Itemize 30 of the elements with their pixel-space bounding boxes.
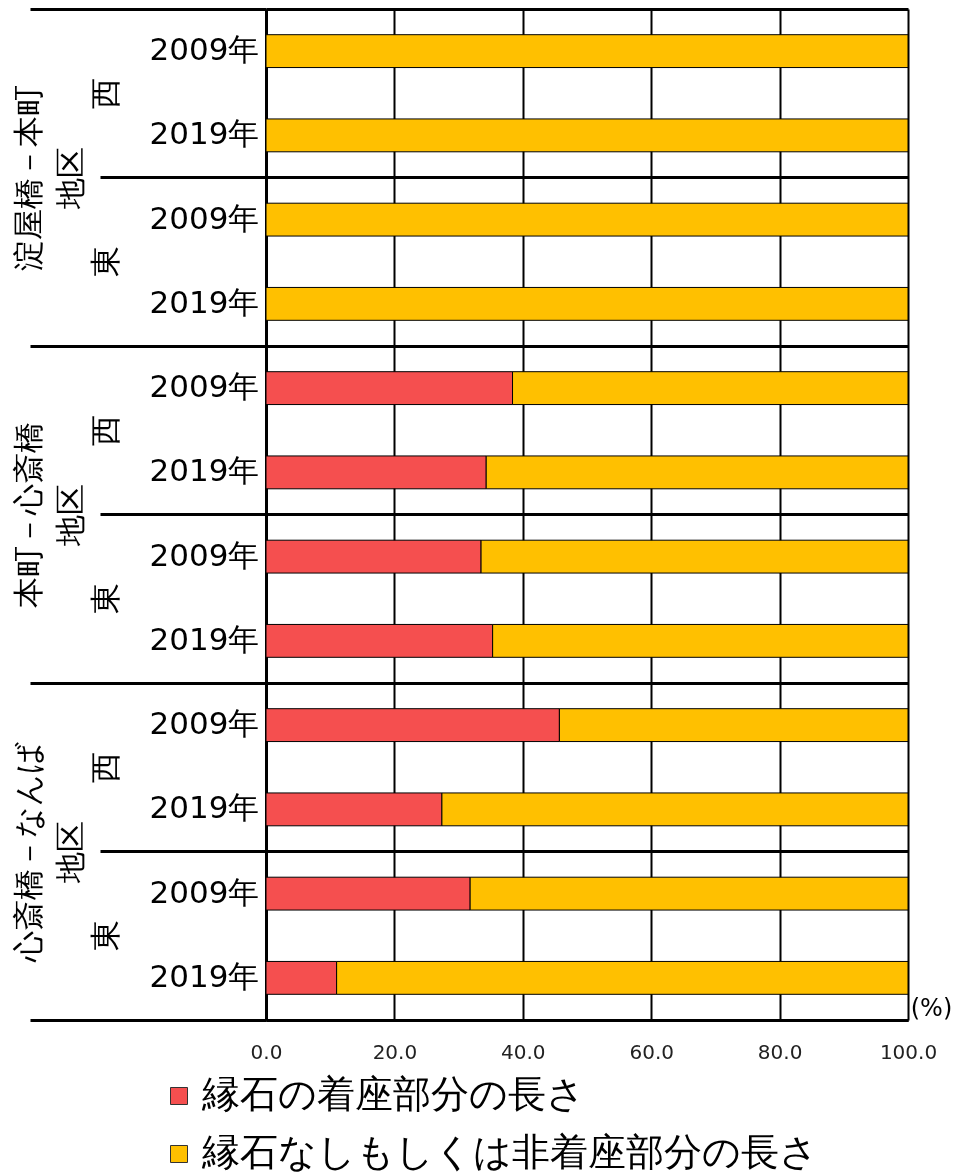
y-tick-label: 2009年 [149,873,260,910]
y-tick-label: 2009年 [149,199,260,236]
y-tick-label: 2019年 [149,452,260,489]
x-axis-title: (%) [910,993,953,1022]
x-tick-label: 100.0 [879,1039,938,1064]
y-tick-label: 2009年 [149,368,260,405]
text: 東 [87,246,123,278]
text: 西 [87,751,123,783]
y-tick-label: 2019年 [149,115,260,152]
y-tick-label: 2019年 [149,620,260,657]
text: 東 [87,920,123,952]
x-tick-label: 60.0 [629,1039,674,1064]
y-tick-label: 2019年 [149,789,260,826]
text: 西 [87,414,123,446]
y-tick-label: 2009年 [149,536,260,573]
text: 本町－心斎橋地区 [10,421,88,608]
text: 西 [87,77,123,109]
y-tick-label: 2019年 [149,957,260,994]
y-tick-label: 2019年 [149,283,260,320]
legend-label: 縁石の着座部分の長さ [201,1072,585,1116]
y-tick-label: 2009年 [149,705,260,742]
y-tick-label: 2009年 [149,31,260,68]
text: 淀屋橋－本町地区 [10,84,88,271]
x-tick-label: 80.0 [757,1039,803,1064]
legend-label: 縁石なしもしくは非着座部分の長さ [201,1130,818,1174]
x-tick-label: 0.0 [250,1039,283,1064]
x-tick-label: 40.0 [501,1039,546,1064]
text: 東 [87,583,123,615]
x-tick-label: 20.0 [372,1039,418,1064]
text: 心斎橋－なんば地区 [10,741,88,963]
